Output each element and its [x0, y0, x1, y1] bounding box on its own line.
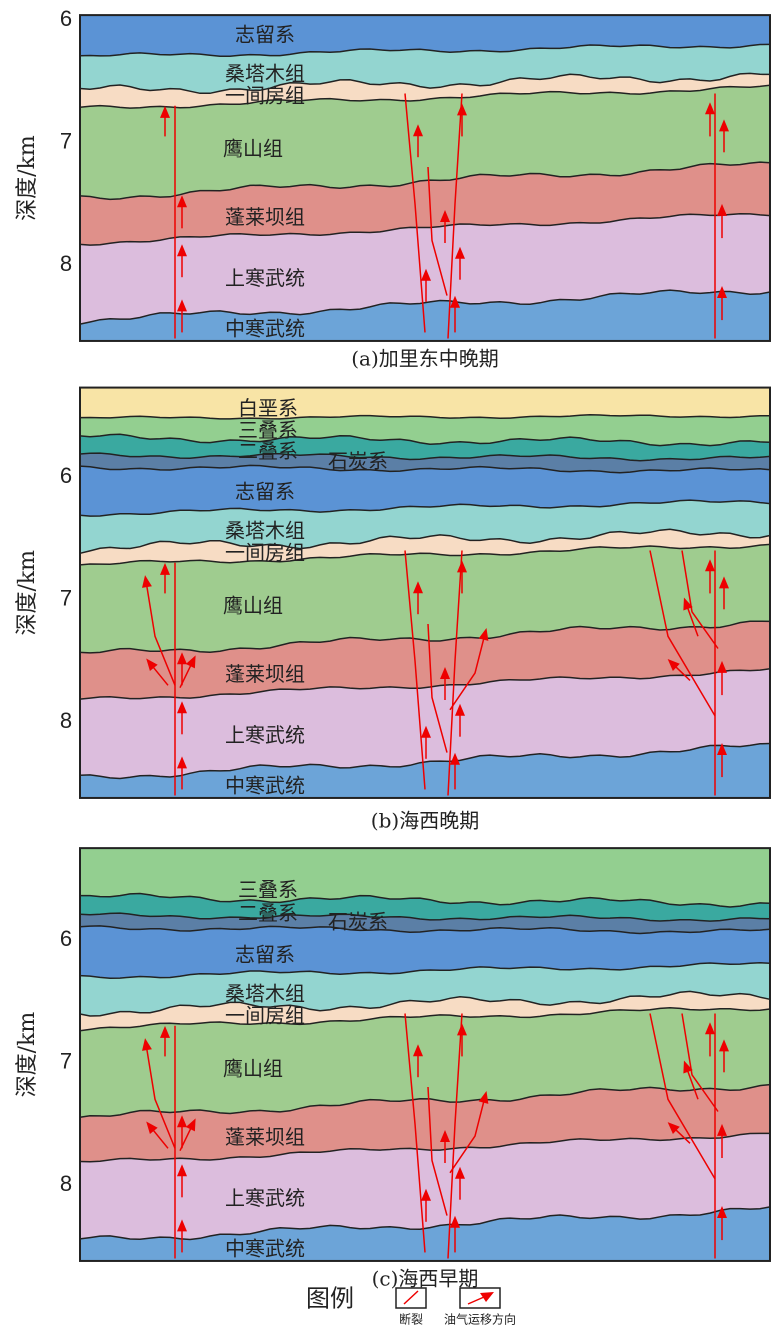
layer-label: 二叠系	[238, 439, 298, 463]
layer-label: 志留系	[235, 942, 295, 966]
layer-label: 石炭系	[328, 909, 388, 933]
depth-tick-label: 8	[60, 1171, 72, 1196]
layer-label: 桑塔木组	[225, 982, 305, 1006]
layer-label: 上寒武统	[225, 723, 305, 747]
stratum	[80, 388, 770, 419]
layer-label: 桑塔木组	[225, 519, 305, 543]
layer-label: 中寒武统	[225, 773, 305, 797]
layer-label: 中寒武统	[225, 1236, 305, 1260]
legend-item: 断裂	[399, 1312, 423, 1327]
layer-label: 一间房组	[225, 1004, 305, 1028]
layer-label: 鹰山组	[223, 1056, 283, 1080]
legend-title: 图例	[306, 1285, 354, 1313]
layer-label: 一间房组	[225, 84, 305, 108]
layer-label: 二叠系	[238, 901, 298, 925]
layer-label: 三叠系	[238, 878, 298, 902]
layer-label: 蓬莱坝组	[225, 205, 305, 229]
depth-tick-label: 7	[60, 1048, 72, 1073]
panel-caption: (a)加里东中晚期	[351, 347, 499, 371]
layer-label: 上寒武统	[225, 266, 305, 290]
depth-tick-label: 6	[60, 926, 72, 951]
depth-axis-label: 深度/km	[15, 550, 40, 636]
legend: 图例 断裂 油气运移方向	[306, 1285, 516, 1327]
layer-label: 蓬莱坝组	[225, 1125, 305, 1149]
layer-label: 志留系	[235, 22, 295, 46]
layer-label: 石炭系	[328, 449, 388, 473]
panel: 志留系桑塔木组一间房组鹰山组蓬莱坝组上寒武统中寒武统 6 7 8 深度/km (a)加里东…	[15, 6, 770, 371]
depth-tick-label: 7	[60, 585, 72, 610]
depth-tick-label: 6	[60, 6, 72, 31]
diagram: 志留系桑塔木组一间房组鹰山组蓬莱坝组上寒武统中寒武统678深度/km(a)加里东…	[0, 0, 772, 1328]
layer-label: 桑塔木组	[225, 62, 305, 86]
panel-caption: (c)海西早期	[372, 1267, 479, 1291]
depth-tick-label: 6	[60, 463, 72, 488]
layer-label: 一间房组	[225, 541, 305, 565]
depth-tick-label: 8	[60, 251, 72, 276]
layer-label: 上寒武统	[225, 1186, 305, 1210]
layer-label: 蓬莱坝组	[225, 662, 305, 686]
layer-label: 鹰山组	[223, 136, 283, 160]
layer-label: 鹰山组	[223, 593, 283, 617]
legend-item: 油气运移方向	[444, 1312, 516, 1327]
panel-caption: (b)海西晚期	[371, 809, 479, 833]
layer-label: 志留系	[235, 479, 295, 503]
layer-label: 中寒武统	[225, 316, 305, 340]
layer-label: 白垩系	[238, 396, 298, 420]
panel: 白垩系三叠系二叠系石炭系志留系桑塔木组一间房组鹰山组蓬莱坝组上寒武统中寒武统67…	[15, 388, 770, 833]
depth-tick-label: 8	[60, 708, 72, 733]
depth-axis-label: 深度/km	[15, 1012, 40, 1098]
depth-axis-label: 深度/km	[15, 135, 40, 221]
depth-tick-label: 7	[60, 128, 72, 153]
